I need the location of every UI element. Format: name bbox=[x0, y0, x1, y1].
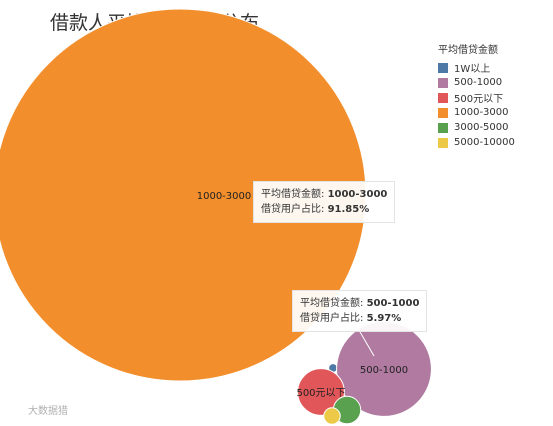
legend: 平均借贷金额 1W以上 500-1000 500元以下 1000-3000 3000-5… bbox=[438, 41, 515, 150]
legend-swatch bbox=[438, 92, 448, 103]
legend-label: 3000-5000 bbox=[454, 122, 509, 133]
bubble-label: 500-1000 bbox=[360, 365, 408, 376]
legend-item[interactable]: 500元以下 bbox=[438, 90, 515, 105]
tooltip-share-label: 借贷用户占比: bbox=[261, 204, 325, 215]
bubble-label: 500元以下 bbox=[296, 388, 345, 399]
tooltip-amount-value: 500-1000 bbox=[366, 298, 420, 309]
legend-swatch bbox=[438, 122, 448, 133]
bubble-label: 1000-3000 bbox=[197, 191, 252, 202]
legend-title: 平均借贷金额 bbox=[438, 45, 498, 56]
legend-swatch bbox=[438, 137, 448, 148]
legend-item[interactable]: 5000-10000 bbox=[438, 135, 515, 150]
legend-swatch bbox=[438, 107, 448, 118]
tooltip-share-label: 借贷用户占比: bbox=[300, 313, 364, 324]
tooltip-share-value: 91.85% bbox=[327, 204, 370, 215]
legend-label: 1000-3000 bbox=[454, 107, 509, 118]
legend-swatch bbox=[438, 62, 448, 73]
tooltip-share-value: 5.97% bbox=[366, 313, 402, 324]
tooltip-1000-3000: 平均借贷金额: 1000-3000 借贷用户占比: 91.85% bbox=[253, 181, 396, 223]
tooltip-amount-label: 平均借贷金额: bbox=[300, 298, 364, 309]
legend-swatch bbox=[438, 77, 448, 88]
bubble[interactable] bbox=[297, 368, 345, 416]
legend-label: 1W以上 bbox=[454, 64, 491, 75]
legend-item[interactable]: 1000-3000 bbox=[438, 105, 515, 120]
legend-item[interactable]: 500-1000 bbox=[438, 75, 515, 90]
legend-label: 500-1000 bbox=[454, 77, 503, 88]
tooltip-amount-value: 1000-3000 bbox=[327, 189, 388, 200]
bubble[interactable] bbox=[323, 407, 341, 425]
legend-label: 500元以下 bbox=[454, 94, 504, 105]
legend-item[interactable]: 1W以上 bbox=[438, 60, 515, 75]
tooltip-amount-label: 平均借贷金额: bbox=[261, 189, 325, 200]
watermark: 大数据猎 bbox=[28, 406, 68, 417]
tooltip-500-1000: 平均借贷金额: 500-1000 借贷用户占比: 5.97% bbox=[292, 290, 428, 332]
legend-label: 5000-10000 bbox=[454, 137, 515, 148]
legend-item[interactable]: 3000-5000 bbox=[438, 120, 515, 135]
